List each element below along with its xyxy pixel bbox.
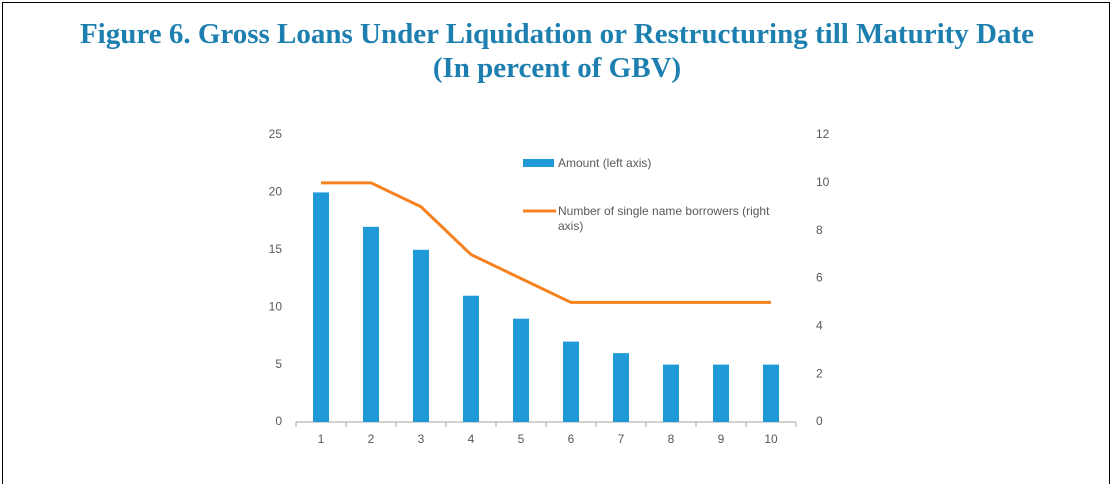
bar: [463, 295, 479, 422]
x-tick-label: 4: [468, 432, 475, 446]
y-tick-label: 25: [269, 127, 283, 141]
chart-subtitle: (In percent of GBV): [432, 52, 682, 84]
bar: [513, 318, 529, 422]
x-tick-label: 3: [418, 432, 425, 446]
y2-tick-label: 10: [816, 175, 830, 189]
bar: [613, 353, 629, 422]
bar: [363, 226, 379, 422]
y2-tick-label: 8: [816, 223, 823, 237]
bar: [713, 364, 729, 422]
x-tick-label: 2: [368, 432, 375, 446]
y2-tick-label: 4: [816, 319, 823, 333]
y-tick-label: 5: [275, 357, 282, 371]
legend-swatch: [523, 159, 554, 167]
bar: [663, 364, 679, 422]
bar: [413, 249, 429, 422]
legend-label: Amount (left axis): [558, 156, 652, 170]
legend-label: Number of single name borrowers (right a…: [558, 204, 770, 233]
y2-tick-label: 0: [816, 414, 823, 428]
y2-tick-label: 12: [816, 127, 830, 141]
bar: [563, 341, 579, 422]
x-tick-label: 6: [568, 432, 575, 446]
y-tick-label: 15: [269, 242, 283, 256]
x-tick-label: 5: [518, 432, 525, 446]
y-tick-label: 20: [269, 185, 283, 199]
chart-title: Figure 6. Gross Loans Under Liquidation …: [79, 18, 1035, 50]
x-tick-label: 10: [764, 432, 778, 446]
x-tick-label: 7: [618, 432, 625, 446]
x-tick-label: 8: [668, 432, 675, 446]
bar: [313, 192, 329, 422]
y2-tick-label: 2: [816, 366, 823, 380]
x-tick-label: 1: [318, 432, 325, 446]
line: [321, 181, 771, 304]
y-tick-label: 10: [269, 299, 283, 313]
bar: [763, 364, 779, 422]
x-tick-label: 9: [718, 432, 725, 446]
y2-tick-label: 6: [816, 271, 823, 285]
y-tick-label: 0: [275, 414, 282, 428]
